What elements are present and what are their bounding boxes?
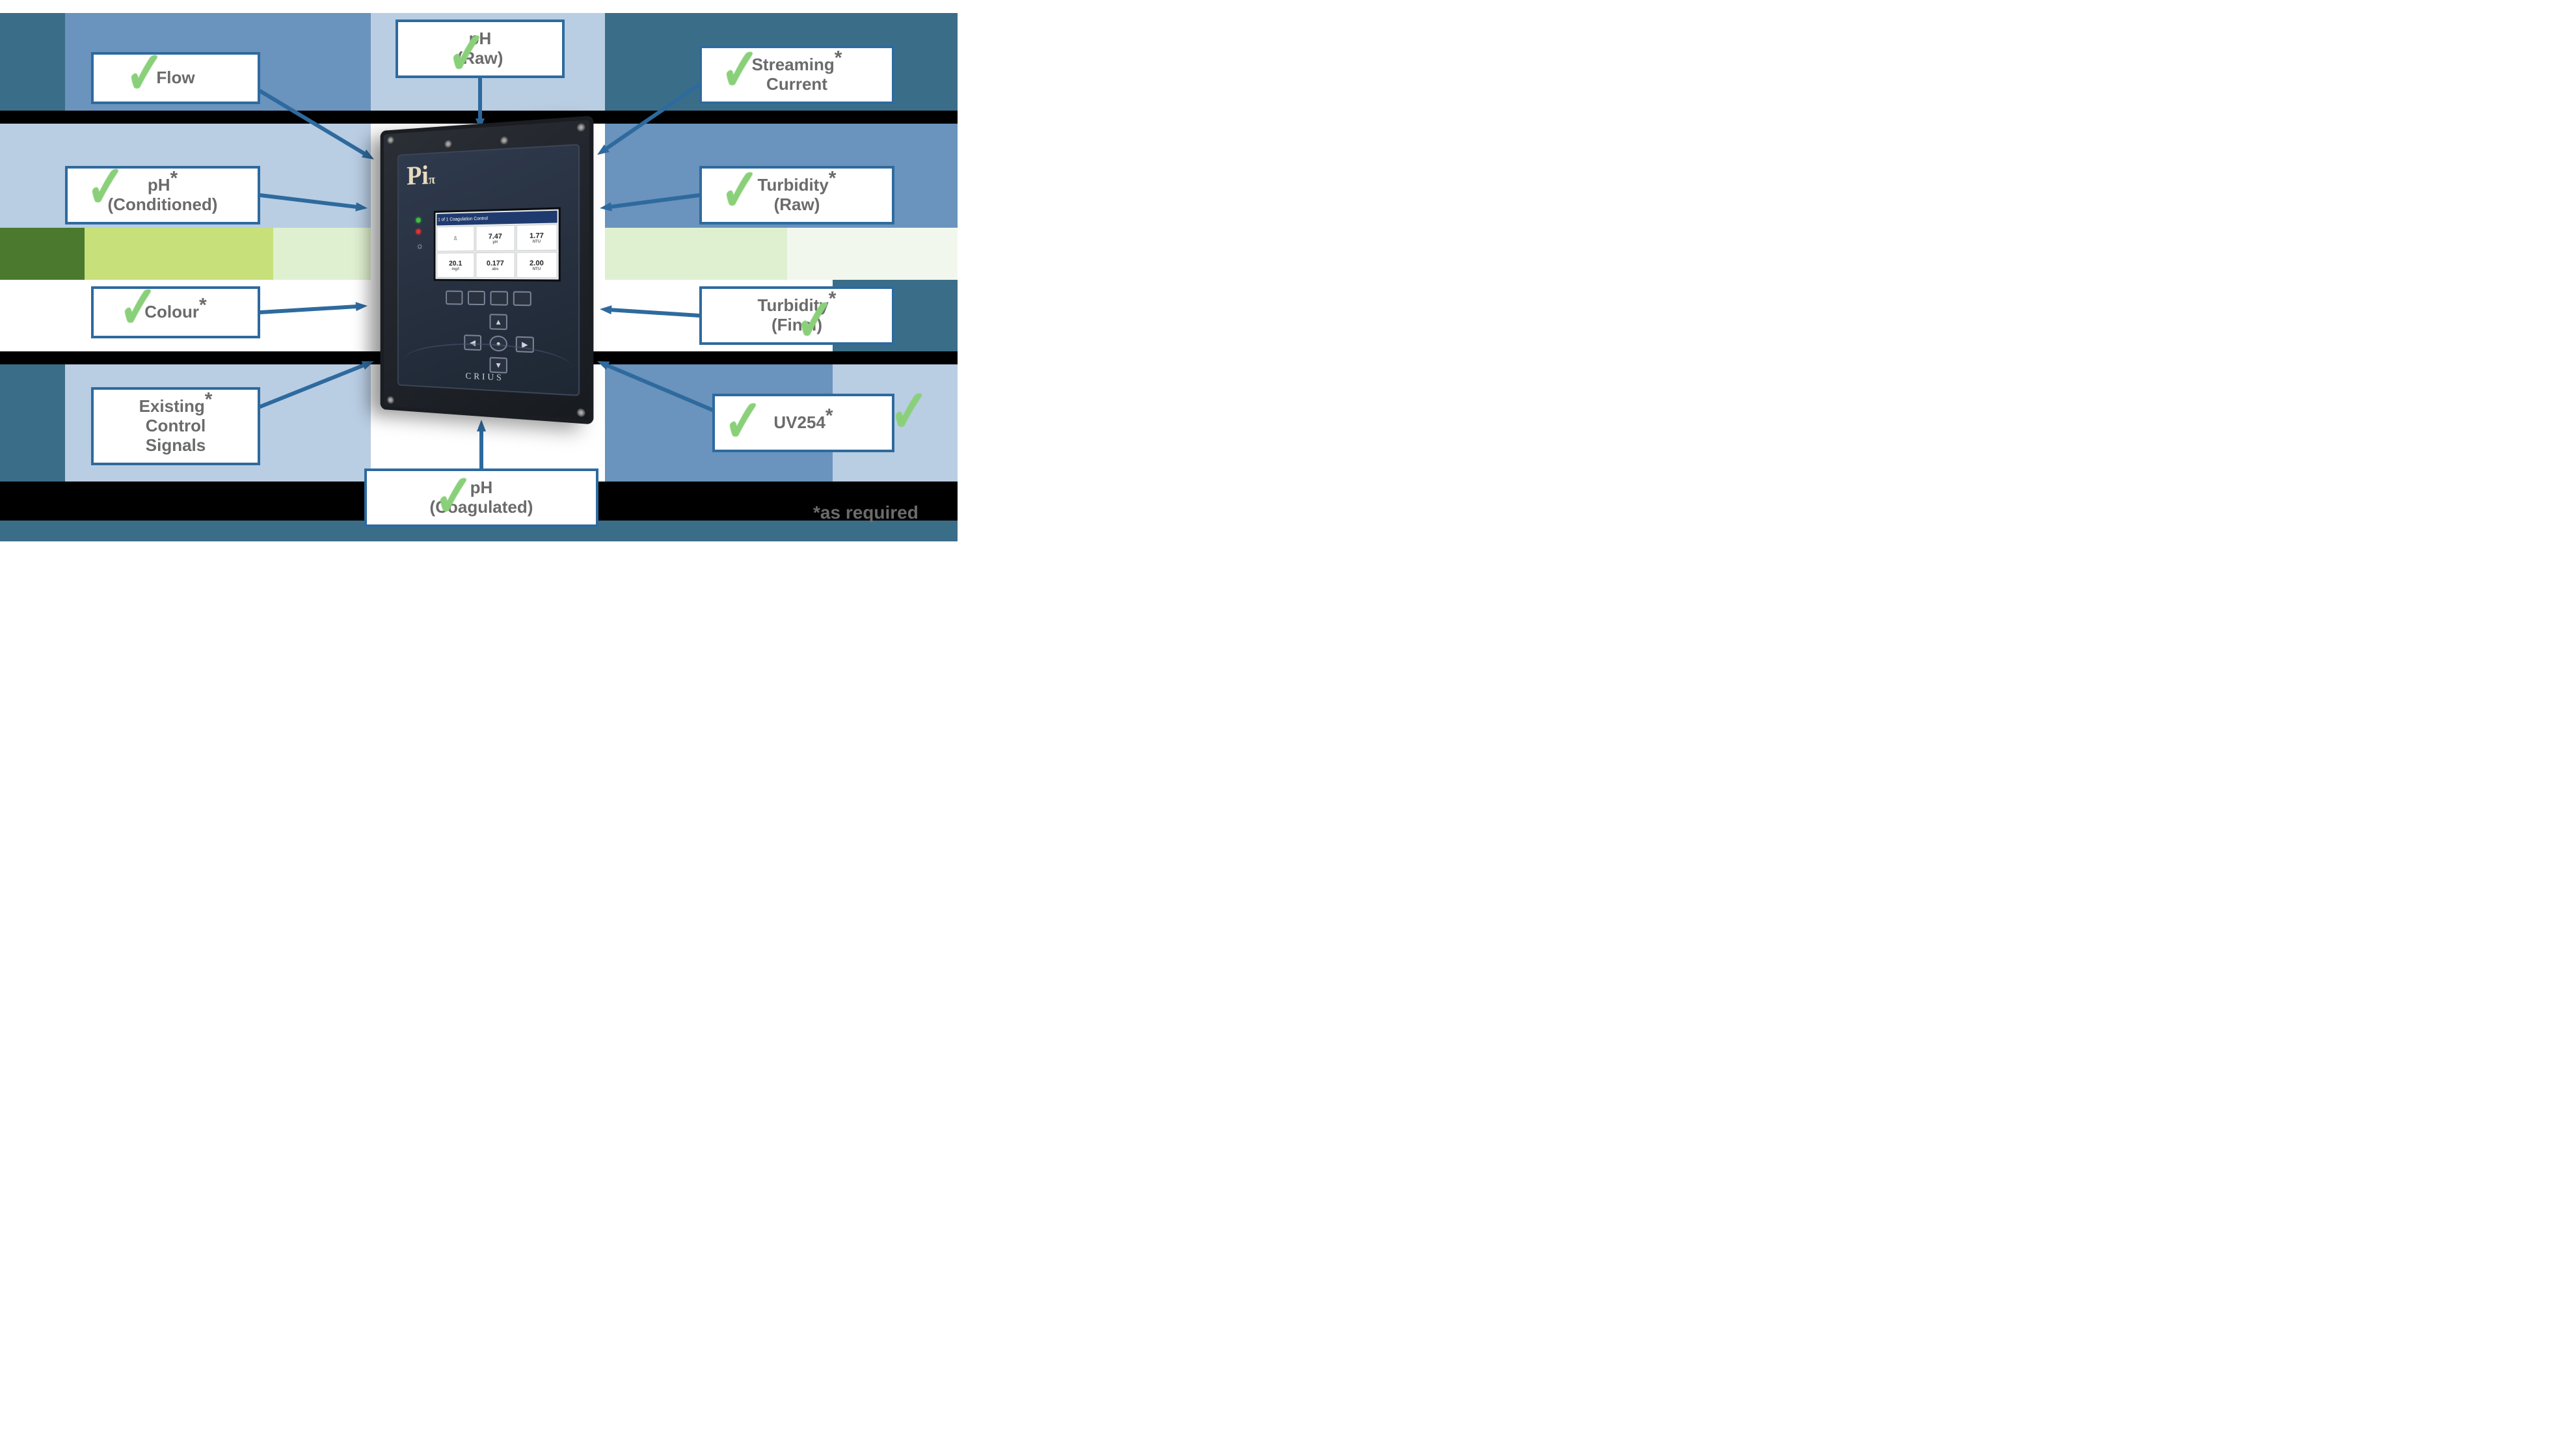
device-face: Piπ ☼ 1 of 1 Coagulation Control ⎍ 7.47p… <box>397 144 580 396</box>
bg-block <box>0 111 958 124</box>
screw-icon <box>577 123 585 131</box>
bg-block <box>0 482 364 521</box>
cell-unit: abs <box>492 267 498 271</box>
screw-icon <box>387 396 394 404</box>
cell-value: 0.177 <box>487 259 504 267</box>
diagram-canvas: Piπ ☼ 1 of 1 Coagulation Control ⎍ 7.47p… <box>0 0 958 541</box>
brightness-icon: ☼ <box>416 240 424 251</box>
device-softkeys <box>446 290 531 306</box>
bg-block <box>0 13 65 111</box>
softkey-icon <box>468 291 485 305</box>
screw-icon <box>577 409 585 417</box>
label-box-turb_final: Turbidity*(Final) <box>699 286 894 345</box>
bg-block <box>0 228 85 280</box>
label-box-colour: Colour* <box>91 286 260 338</box>
device-logo: Piπ <box>407 160 435 192</box>
screen-cell: ⎍ <box>436 226 474 251</box>
label-box-existing: Existing*ControlSignals <box>91 387 260 465</box>
label-box-streaming: Streaming*Current <box>699 46 894 104</box>
bg-block <box>273 228 371 280</box>
led-red-icon <box>416 229 421 234</box>
screen-cell: 20.1mg/l <box>436 252 474 278</box>
cell-value: 1.77 <box>530 232 544 240</box>
label-box-uv254: UV254* <box>712 394 894 452</box>
device-screen: 1 of 1 Coagulation Control ⎍ 7.47pH 1.77… <box>434 207 561 281</box>
label-box-flow: Flow <box>91 52 260 104</box>
device-body: Piπ ☼ 1 of 1 Coagulation Control ⎍ 7.47p… <box>381 116 594 425</box>
footnote-as-required: *as required <box>813 502 919 523</box>
cell-unit: pH <box>492 240 498 244</box>
screw-icon <box>444 140 451 148</box>
screw-icon <box>387 136 394 144</box>
screen-cell: 1.77NTU <box>517 224 557 251</box>
screen-header: 1 of 1 Coagulation Control <box>436 211 557 226</box>
softkey-icon <box>490 291 508 306</box>
cell-unit: NTU <box>533 239 541 243</box>
device-leds: ☼ <box>416 217 424 251</box>
device-swoosh <box>405 341 572 368</box>
device-controller: Piπ ☼ 1 of 1 Coagulation Control ⎍ 7.47p… <box>371 124 592 416</box>
bg-block <box>605 228 787 280</box>
softkey-icon <box>513 291 531 306</box>
label-box-ph_raw: pH(Raw) <box>396 20 565 78</box>
led-green-icon <box>416 217 421 223</box>
label-box-ph_cond: pH*(Conditioned) <box>65 166 260 224</box>
screen-cell: 2.00NTU <box>517 252 557 278</box>
logo-text: Pi <box>407 161 429 191</box>
cell-unit: mg/l <box>451 267 459 271</box>
pi-symbol-icon: π <box>429 172 435 187</box>
bg-block <box>787 228 958 280</box>
cell-value: 20.1 <box>449 260 462 267</box>
screw-icon <box>500 136 508 144</box>
cell-value: 7.47 <box>489 232 502 240</box>
label-box-turb_raw: Turbidity*(Raw) <box>699 166 894 224</box>
cell-value: 2.00 <box>530 259 544 267</box>
softkey-icon <box>446 290 463 305</box>
cell-unit: NTU <box>533 267 541 271</box>
screen-cell: 0.177abs <box>476 252 515 278</box>
screen-cell: 7.47pH <box>476 225 515 251</box>
bg-block <box>85 228 273 280</box>
dpad-up-icon: ▲ <box>490 314 507 330</box>
cell-icon: ⎍ <box>454 236 457 241</box>
bg-block <box>0 364 65 482</box>
label-box-ph_coag: pH(Coagulated) <box>364 468 598 527</box>
